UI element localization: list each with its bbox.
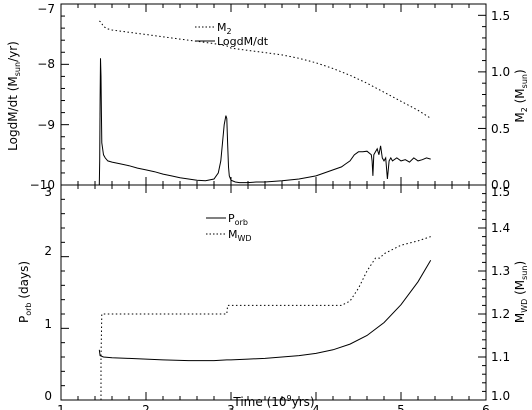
top-left-tick-label: −10 [30,178,55,192]
x-tick-labels: 1 2 3 4 5 6 [57,403,490,410]
bottom-right-tick-label: 1.2 [491,307,510,321]
bottom-right-tick-label: 1.5 [491,185,510,199]
bottom-left-axis-label: Porb (days) [17,261,33,323]
x-tick-label: 5 [397,403,405,410]
x-tick-label: 4 [312,403,320,410]
bottom-legend-label-porb: Porb [228,212,248,227]
top-ticks [60,3,487,186]
bottom-right-tick-label: 1.4 [491,221,510,235]
bottom-series [98,236,432,400]
top-right-tick-label: 1.5 [491,9,510,23]
bottom-series-dotted-line [100,236,431,400]
bottom-panel: 0 1 2 3 1.0 1.1 1.2 1.3 1.4 1.5 1 2 3 4 … [17,184,529,410]
top-legend: M2 LogdM/dt [195,21,269,48]
top-series-solid-line [98,58,431,186]
bottom-plot-frame [60,184,487,401]
top-left-tick-label: −7 [37,2,55,16]
bottom-right-tick-labels: 1.0 1.1 1.2 1.3 1.4 1.5 [491,185,510,403]
bottom-right-tick-label: 1.0 [491,389,510,403]
bottom-legend: Porb MWD [206,212,252,243]
top-right-tick-label: 1.0 [491,65,510,79]
top-left-tick-label: −8 [37,57,55,71]
bottom-left-tick-label: 2 [44,244,52,258]
top-series [98,20,431,186]
bottom-right-axis-label: MWD (Msun) [513,261,529,323]
bottom-left-tick-labels: 0 1 2 3 [44,185,52,403]
x-tick-label: 6 [482,403,490,410]
top-series-dotted-line [99,20,431,119]
bottom-right-tick-label: 1.3 [491,264,510,278]
bottom-right-tick-label: 1.1 [491,350,510,364]
bottom-legend-label-mwd: MWD [228,228,252,243]
bottom-series-solid-line [98,260,432,362]
top-left-axis-label: LogdM/dt (Msun/yr) [6,41,22,151]
top-right-tick-label: 0.0 [491,178,510,192]
x-tick-label: 1 [57,403,65,410]
top-legend-label-m2: M2 [217,21,232,36]
x-tick-label: 2 [142,403,150,410]
top-plot-frame [60,3,487,186]
bottom-left-tick-label: 1 [44,317,52,331]
top-panel: −10 −9 −8 −7 0.0 0.5 1.0 1.5 LogdM/dt (M… [6,2,529,192]
top-right-tick-label: 0.5 [491,122,510,136]
top-right-tick-labels: 0.0 0.5 1.0 1.5 [491,9,510,192]
bottom-left-tick-label: 3 [44,185,52,199]
bottom-ticks [60,184,487,401]
x-tick-label: 3 [227,403,235,410]
bottom-left-tick-label: 0 [44,389,52,403]
top-legend-label-logdmdt: LogdM/dt [217,35,269,48]
top-right-axis-label: M2 (Msun) [513,69,529,122]
top-left-tick-label: −9 [37,118,55,132]
x-axis-label: Time (109yrs) [232,394,314,409]
top-left-tick-labels: −10 −9 −8 −7 [30,2,55,192]
